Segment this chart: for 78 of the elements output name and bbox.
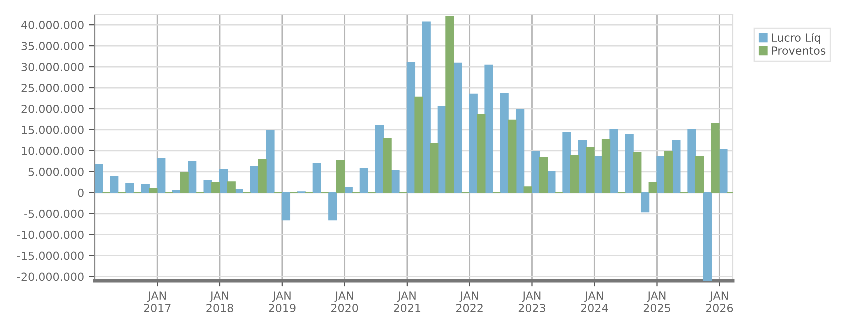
bar <box>266 130 275 194</box>
y-tick-label: -10.000.000 <box>18 230 84 240</box>
bar <box>180 172 189 194</box>
x-tick-label: JAN 2026 <box>706 292 734 312</box>
bar <box>672 140 681 194</box>
x-tick-label: JAN 2019 <box>269 292 296 312</box>
bar <box>234 190 244 194</box>
bar <box>391 170 400 194</box>
bar <box>188 161 197 194</box>
bar <box>610 129 618 194</box>
bar <box>477 114 486 194</box>
x-tick-label: JAN 2024 <box>581 292 608 312</box>
y-tick-label: 5.000.000 <box>28 168 84 176</box>
x-tick-label: JAN 2017 <box>144 292 171 312</box>
bar <box>212 182 220 194</box>
bar <box>157 158 166 194</box>
bar <box>508 120 517 194</box>
bar <box>360 168 369 194</box>
bar <box>484 64 494 194</box>
bar <box>640 192 650 213</box>
y-tick-label: -5.000.000 <box>24 210 84 218</box>
bar <box>540 157 548 194</box>
bar <box>446 16 454 194</box>
y-tick-label: 0 <box>78 188 84 198</box>
bar <box>95 164 104 194</box>
bar <box>110 176 119 194</box>
y-tick-label: 40.000.000 <box>22 21 84 30</box>
bar <box>336 160 346 194</box>
bar <box>570 155 580 194</box>
bar <box>688 129 696 194</box>
bar <box>149 188 158 194</box>
bar <box>312 163 322 194</box>
bar <box>328 192 338 221</box>
bar <box>383 138 392 194</box>
y-tick-label: -15.000.000 <box>18 252 84 260</box>
bar <box>219 169 228 194</box>
y-tick-label: 25.000.000 <box>22 84 84 92</box>
bar <box>664 151 674 194</box>
bar <box>282 192 291 221</box>
bar <box>695 156 704 194</box>
bar <box>586 147 595 194</box>
bar <box>406 62 416 194</box>
bar <box>258 159 267 194</box>
bar <box>524 186 532 194</box>
y-tick-label: 20.000.000 <box>22 104 84 114</box>
bar <box>344 187 353 194</box>
bar <box>633 152 642 194</box>
bar <box>516 108 525 194</box>
bar <box>602 139 611 194</box>
x-tick-label: JAN 2020 <box>332 292 358 312</box>
legend-label: Lucro Líq <box>772 32 820 44</box>
bar <box>430 143 439 194</box>
bar <box>562 132 572 194</box>
y-tick-label: 15.000.000 <box>22 126 84 134</box>
x-tick-label: JAN 2022 <box>456 292 483 312</box>
x-tick-label: JAN 2021 <box>394 292 421 312</box>
bar <box>500 93 509 194</box>
y-tick-label: 30.000.000 <box>22 63 84 72</box>
bar <box>172 190 182 194</box>
legend-label: Proventos <box>772 46 826 56</box>
bar <box>703 192 712 281</box>
x-tick-label: JAN 2018 <box>206 292 234 312</box>
bar <box>126 183 134 194</box>
bar <box>532 151 540 194</box>
y-tick-label: 35.000.000 <box>22 42 84 50</box>
x-tick-label: JAN 2023 <box>518 292 546 312</box>
bar <box>711 123 720 194</box>
bar <box>414 96 424 194</box>
bar <box>719 149 728 194</box>
bar <box>625 134 634 194</box>
y-tick-label: 10.000.000 <box>22 146 84 156</box>
bar <box>227 182 236 194</box>
x-tick-label: JAN 2025 <box>644 292 670 312</box>
bar <box>656 156 666 194</box>
bar <box>204 180 212 194</box>
y-tick-label: -20.000.000 <box>18 272 84 282</box>
bar <box>648 182 658 194</box>
bar <box>141 184 150 194</box>
